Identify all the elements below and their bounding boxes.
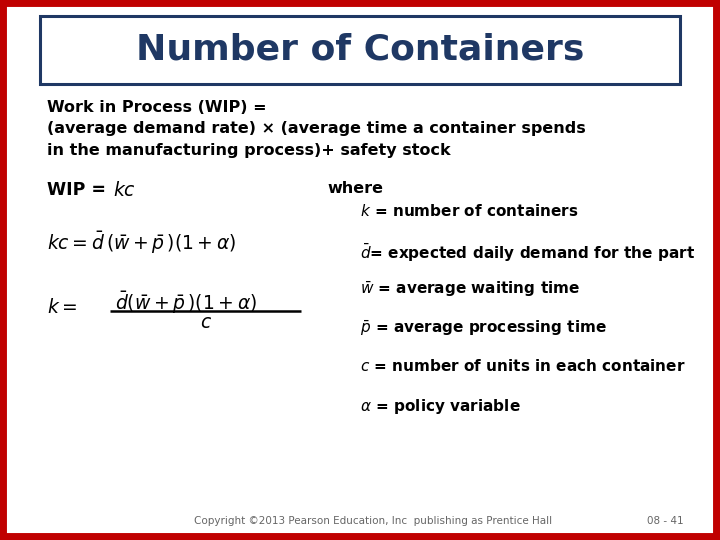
Text: $c$: $c$	[199, 313, 212, 332]
Text: $k =$: $k =$	[47, 298, 77, 318]
Text: $\bar{w}$ = average waiting time: $\bar{w}$ = average waiting time	[360, 280, 580, 299]
Text: where: where	[328, 181, 384, 196]
Text: $c$ = number of units in each container: $c$ = number of units in each container	[360, 358, 685, 374]
Text: $\mathit{kc}$: $\mathit{kc}$	[113, 181, 136, 200]
Text: $kc = \bar{d}\,(\bar{w} + \bar{p}\,)(1 + \alpha)$: $kc = \bar{d}\,(\bar{w} + \bar{p}\,)(1 +…	[47, 230, 236, 256]
Text: 08 - 41: 08 - 41	[647, 516, 684, 526]
Text: Copyright ©2013 Pearson Education, Inc  publishing as Prentice Hall: Copyright ©2013 Pearson Education, Inc p…	[194, 516, 552, 526]
Text: WIP =: WIP =	[47, 181, 112, 199]
Bar	[40, 16, 680, 84]
Text: $\bar{d}(\bar{w} + \bar{p}\,)(1 + \alpha)$: $\bar{d}(\bar{w} + \bar{p}\,)(1 + \alpha…	[115, 289, 257, 316]
Text: Work in Process (WIP) =: Work in Process (WIP) =	[47, 100, 266, 115]
Text: $\bar{p}$ = average processing time: $\bar{p}$ = average processing time	[360, 319, 607, 338]
Text: in the manufacturing process)+ safety stock: in the manufacturing process)+ safety st…	[47, 143, 451, 158]
Text: Number of Containers: Number of Containers	[136, 33, 584, 67]
Text: $k$ = number of containers: $k$ = number of containers	[360, 202, 578, 219]
Text: $\bar{d}$= expected daily demand for the part: $\bar{d}$= expected daily demand for the…	[360, 241, 695, 264]
Text: $\alpha$ = policy variable: $\alpha$ = policy variable	[360, 397, 521, 416]
Text: (average demand rate) × (average time a container spends: (average demand rate) × (average time a …	[47, 122, 585, 137]
